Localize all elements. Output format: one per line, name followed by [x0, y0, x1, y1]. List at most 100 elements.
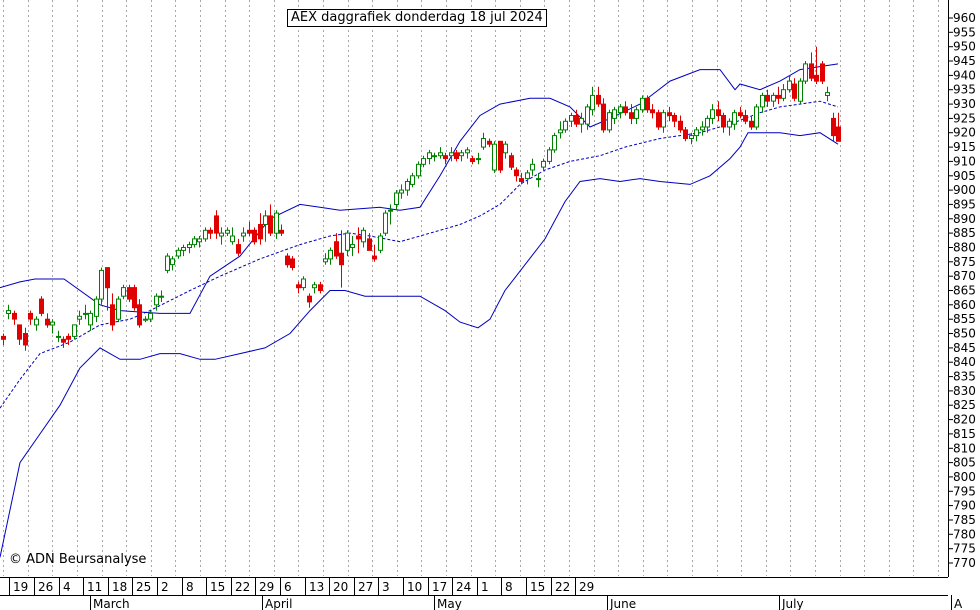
candle-body	[61, 338, 66, 343]
candle-body	[765, 94, 770, 102]
candle	[39, 296, 44, 317]
candle-body	[754, 106, 759, 128]
candle	[427, 149, 432, 165]
candle	[165, 253, 170, 274]
candle	[1, 333, 6, 345]
candle	[45, 313, 50, 328]
candle	[519, 172, 524, 185]
candle-body	[225, 229, 230, 234]
candle	[596, 86, 601, 107]
candle	[61, 336, 66, 348]
candle	[50, 319, 55, 334]
candle-body	[290, 258, 295, 268]
price-tick-label: 790	[953, 499, 976, 513]
candle	[345, 230, 350, 257]
candle-body	[814, 74, 819, 82]
candle	[798, 78, 803, 105]
candle	[721, 112, 726, 133]
candle	[421, 155, 426, 168]
candle	[585, 104, 590, 130]
candle	[17, 324, 22, 345]
candle-body	[809, 63, 814, 79]
candle-body	[301, 278, 306, 289]
candle-body	[541, 160, 546, 168]
candle-body	[388, 209, 393, 212]
candle	[705, 115, 710, 133]
candle-body	[629, 112, 634, 119]
candle-body	[825, 92, 830, 96]
candle-body	[159, 295, 164, 298]
day-tick-label: 6	[284, 580, 292, 594]
candle-body	[170, 258, 175, 266]
candle	[83, 304, 88, 320]
candle-body	[771, 94, 776, 102]
candle	[459, 149, 464, 162]
candle	[6, 304, 11, 320]
candle	[656, 109, 661, 130]
candle-body	[416, 163, 421, 177]
candle-body	[83, 312, 88, 315]
candle	[132, 284, 137, 311]
price-tick-label: 850	[953, 327, 976, 341]
month-label: April	[265, 597, 292, 610]
candle-body	[689, 135, 694, 140]
candle	[252, 227, 257, 245]
candle	[514, 167, 519, 182]
day-tick-label: 29	[259, 580, 274, 594]
candle-body	[318, 284, 323, 291]
candle-body	[781, 89, 786, 99]
candle	[176, 247, 181, 259]
candle	[787, 75, 792, 93]
candle	[465, 147, 470, 159]
candle-body	[367, 238, 372, 251]
candle	[170, 256, 175, 271]
candle	[590, 86, 595, 116]
candle	[56, 330, 61, 343]
candle	[492, 141, 497, 173]
candle-body	[334, 241, 339, 257]
candle-body	[678, 120, 683, 131]
candle	[285, 253, 290, 268]
candle-body	[536, 178, 541, 181]
price-tick-label: 875	[953, 255, 976, 269]
candle	[683, 127, 688, 142]
candle	[334, 233, 339, 259]
price-tick-label: 880	[953, 241, 976, 255]
price-tick-label: 910	[953, 154, 976, 168]
candle	[820, 61, 825, 84]
candle-body	[514, 169, 519, 177]
candle-body	[372, 255, 377, 260]
candle-body	[498, 140, 503, 171]
candle-body	[197, 238, 202, 243]
candle	[612, 106, 617, 125]
candle-body	[798, 80, 803, 102]
candle-body	[236, 244, 241, 254]
candle-body	[738, 112, 743, 117]
candle	[541, 158, 546, 170]
day-tick-label: 22	[555, 580, 570, 594]
candle-body	[405, 181, 410, 191]
candle-body	[94, 298, 99, 317]
candle-body	[127, 287, 132, 300]
candle	[12, 310, 17, 325]
candle-body	[247, 229, 252, 234]
candle-body	[105, 267, 110, 289]
candle	[574, 109, 579, 127]
day-tick-label: 11	[87, 580, 102, 594]
candle-body	[672, 115, 677, 122]
candle	[678, 115, 683, 133]
candle-body	[17, 324, 22, 340]
candle-body	[34, 318, 39, 326]
day-tick-label: 27	[358, 580, 373, 594]
candle	[328, 247, 333, 265]
candle	[443, 152, 448, 165]
candle-body	[618, 106, 623, 114]
candle-body	[476, 158, 481, 161]
candle	[530, 158, 535, 176]
candle	[307, 293, 312, 308]
candle-body	[727, 120, 732, 128]
bollinger-lower-band	[0, 132, 839, 558]
price-tick-label: 860	[953, 298, 976, 312]
day-tick-label: 29	[579, 580, 594, 594]
candle-body	[312, 284, 317, 289]
